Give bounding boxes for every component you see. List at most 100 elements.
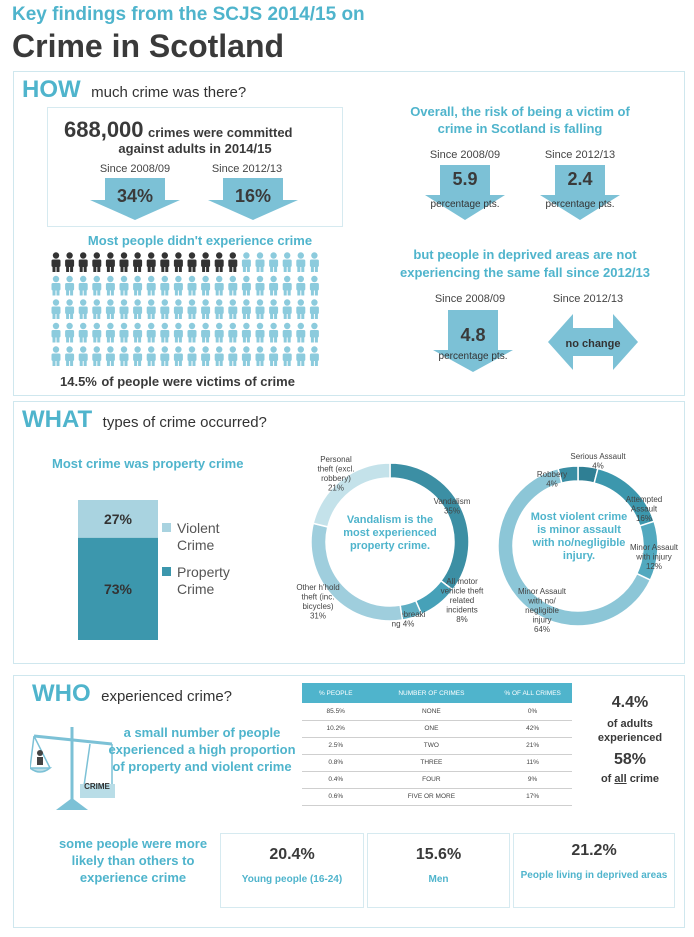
person-icon [214, 275, 224, 296]
table-cell: THREE [420, 759, 443, 766]
col-header-people: % PEOPLE [318, 689, 353, 697]
group-men-pct: 15.6% [415, 846, 462, 863]
person-icon [133, 299, 143, 319]
person-icon [187, 275, 197, 296]
donut2-slice-4 [557, 465, 579, 484]
donut2-slice-3 [497, 467, 652, 627]
person-icon [201, 346, 211, 366]
donut1-label-2: Housebreaki ng 4% [381, 610, 426, 629]
person-icon [255, 275, 265, 296]
person-icon [78, 275, 88, 296]
person-icon [146, 346, 156, 366]
people-title: Most people didn't experience crime [87, 233, 313, 248]
donut1-label-3: Other h'hold theft (inc. bicycles) 31% [296, 583, 339, 621]
person-icon [160, 275, 170, 296]
group-card-deprived [513, 833, 675, 908]
person-icon [241, 252, 251, 272]
down-arrow-icon-0809 [90, 178, 180, 220]
person-icon [296, 346, 306, 366]
group-deprived-label: People living in deprived areas [520, 870, 668, 881]
table-cell: 17% [526, 793, 540, 800]
person-icon-victim [105, 252, 115, 272]
double-arrow-icon-no-change [548, 314, 638, 370]
who-heading-rest: experienced crime? [101, 688, 233, 705]
total-crimes-number: 688,000 [64, 117, 144, 142]
adults-text-1: of adults [607, 718, 653, 730]
table-row: 2.5% TWO 21% [302, 737, 572, 754]
what-heading-rest: types of crime occurred? [102, 414, 267, 431]
person-icon [255, 346, 265, 366]
bar-label-violent: 27% [104, 511, 133, 527]
person-icon [92, 275, 102, 296]
dep-since-0809: Since 2008/09 [434, 293, 506, 305]
donut2-label-1: Attempted Assault 16% [626, 495, 662, 523]
person-icon [241, 346, 251, 366]
how-heading: HOW much crime was there? [22, 76, 246, 104]
person-icon [241, 275, 251, 296]
total-crimes-box [47, 107, 343, 227]
person-icon [214, 346, 224, 366]
group-young-label: Young people (16-24) [241, 874, 343, 885]
person-icon [214, 299, 224, 319]
person-icon-victim [214, 252, 224, 272]
person-icon [282, 275, 292, 296]
person-icon [255, 299, 265, 319]
person-icon [228, 346, 238, 366]
table-row: 85.5% NONE 0% [302, 703, 572, 720]
table-cell: 0.6% [328, 793, 344, 800]
deprived-title-1: but people in deprived areas are not [413, 247, 637, 262]
person-icon [201, 275, 211, 296]
person-icon [269, 299, 279, 319]
legend-violent-line-2: Crime [177, 537, 215, 553]
table-row: 0.8% THREE 11% [302, 754, 572, 771]
table-cell: 42% [526, 725, 540, 732]
person-icon [51, 346, 61, 366]
property-crime-donut: Vandalism 35% All motor vehicle theft relate… [296, 455, 484, 629]
risk-arrows [425, 165, 620, 220]
person-icon [78, 299, 88, 319]
person-icon [228, 299, 238, 319]
donut2-center-text: Most violent crime is minor assault with… [530, 511, 628, 562]
crime-pct: 58% [613, 751, 647, 768]
legend-swatch-property [162, 567, 171, 576]
person-icon [241, 299, 251, 319]
donut1-label-0: Vandalism 35% [434, 497, 471, 516]
total-crimes-text-1: crimes were committed [147, 125, 293, 140]
person-icon [173, 322, 183, 343]
people-caption-text: of people were victims of crime [101, 374, 295, 389]
person-icon-victim [119, 252, 129, 272]
table-cell: TWO [423, 742, 439, 749]
table-cell: 9% [527, 776, 538, 783]
risk-since-0809: Since 2008/09 [429, 149, 501, 161]
person-icon [187, 299, 197, 319]
dep-0809-unit: percentage pts. [438, 351, 508, 362]
who-panel [13, 675, 685, 928]
scale-icon [30, 727, 115, 810]
person-icon [228, 322, 238, 343]
deprived-title-2: experiencing the same fall since 2012/13 [399, 265, 651, 280]
person-icon-victim [187, 252, 197, 272]
person-icon [309, 346, 319, 366]
person-icon-victim [173, 252, 183, 272]
people-pictogram [51, 252, 319, 366]
person-icon-victim [92, 252, 102, 272]
bar-label-property: 73% [104, 581, 133, 597]
group-men-label: Men [428, 874, 449, 885]
scale-crime-label: CRIME [84, 782, 110, 791]
crime-table: % PEOPLE NUMBER OF CRIMES % OF ALL CRIME… [302, 683, 572, 806]
donut2-label-2: Minor Assault with injury 12% [630, 543, 679, 571]
table-row: 0.6% FIVE OR MORE 17% [302, 788, 572, 805]
donut2-label-0: Serious Assault 4% [570, 452, 626, 471]
person-icon [255, 252, 265, 272]
person-icon [146, 322, 156, 343]
deprived-arrows [433, 310, 638, 372]
person-icon [269, 275, 279, 296]
person-icon [296, 275, 306, 296]
down-arrow-icon-risk-0809 [425, 165, 505, 220]
who-heading-word: WHO [32, 680, 91, 707]
person-icon [160, 346, 170, 366]
person-icon [133, 346, 143, 366]
dep-0809-value: 4.8 [460, 325, 486, 345]
table-cell: FOUR [422, 776, 441, 783]
col-header-number: NUMBER OF CRIMES [398, 689, 465, 697]
